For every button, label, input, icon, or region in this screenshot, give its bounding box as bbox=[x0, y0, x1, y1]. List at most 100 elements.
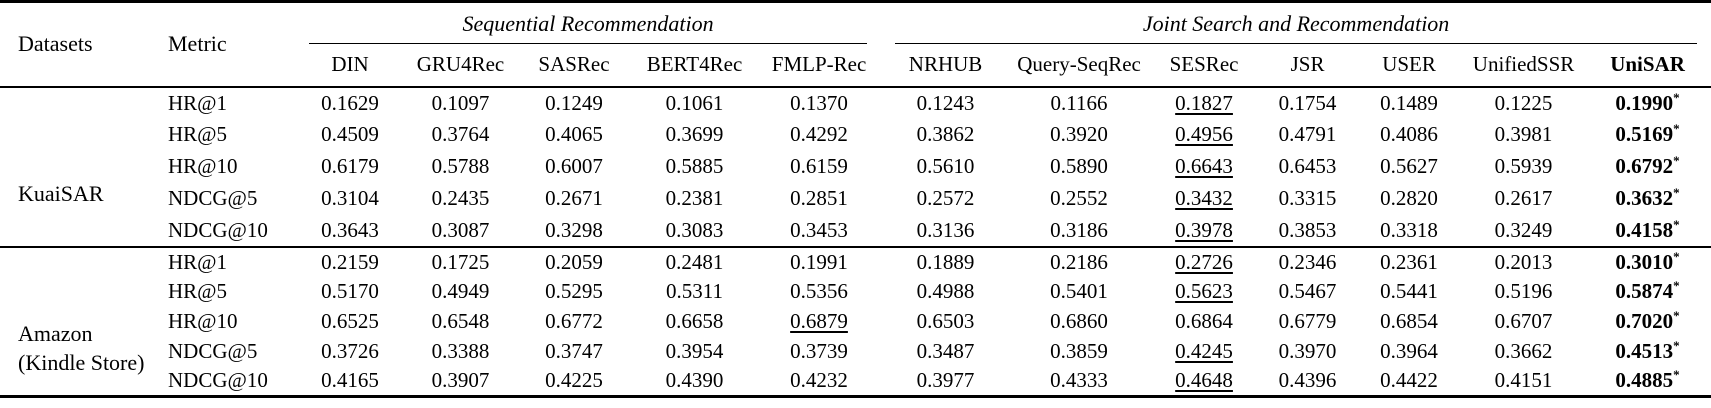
value-cell: 0.4885* bbox=[1615, 367, 1680, 393]
value-cell: 0.2481 bbox=[665, 249, 724, 274]
model-header-din: DIN bbox=[331, 51, 369, 76]
data-row-kuaisar-hr-10: HR@10 0.6179 0.5788 0.6007 0.5885 0.6159 0.561… bbox=[0, 151, 1711, 183]
value-cell: 0.6779 bbox=[1278, 309, 1337, 333]
value-cell: 0.6854 bbox=[1380, 309, 1438, 333]
model-header-nrhub: NRHUB bbox=[908, 51, 983, 76]
data-row-kuaisar-ndcg-5: NDCG@5 0.3104 0.2435 0.2671 0.2381 0.2851 0.25… bbox=[0, 183, 1711, 215]
value-cell: 0.3249 bbox=[1494, 217, 1553, 242]
significance-star: * bbox=[1673, 278, 1680, 293]
value-cell: 0.4509 bbox=[321, 122, 379, 146]
metric-label: HR@1 bbox=[168, 90, 228, 115]
value-cell: 0.4232 bbox=[790, 368, 848, 393]
value-cell: 0.3853 bbox=[1278, 217, 1337, 242]
value-cell: 0.3136 bbox=[916, 217, 975, 242]
value-cell: 0.7020* bbox=[1615, 308, 1680, 333]
model-header-jsr: JSR bbox=[1290, 51, 1325, 76]
value-cell: 0.3643 bbox=[321, 217, 379, 242]
value-cell: 0.5610 bbox=[916, 154, 975, 178]
model-header-query-seqrec: Query-SeqRec bbox=[1017, 51, 1141, 76]
model-header-sasrec: SASRec bbox=[538, 51, 610, 76]
model-header-unisar: UniSAR bbox=[1610, 51, 1685, 76]
value-cell: 0.6864 bbox=[1175, 309, 1233, 333]
value-cell: 0.3453 bbox=[790, 217, 848, 242]
value-cell: 0.6548 bbox=[431, 309, 490, 333]
value-cell: 0.3862 bbox=[916, 122, 975, 146]
value-cell: 0.6007 bbox=[545, 154, 603, 178]
value-cell: 0.5627 bbox=[1380, 154, 1438, 178]
value-cell: 0.4333 bbox=[1050, 368, 1108, 393]
section-amazon-kindle-store: Amazon (Kindle Store) HR@1 0.2159 0.1725 0.2… bbox=[0, 246, 1711, 397]
value-cell: 0.4988 bbox=[916, 279, 975, 303]
significance-star: * bbox=[1673, 121, 1680, 136]
value-cell: 0.2617 bbox=[1494, 186, 1553, 210]
data-row-amazon-kindle-store-hr-10: HR@10 0.6525 0.6548 0.6772 0.6658 0.6879 0.650… bbox=[0, 307, 1711, 337]
value-cell: 0.2013 bbox=[1494, 249, 1553, 274]
value-cell: 0.3954 bbox=[665, 339, 724, 363]
value-cell: 0.2059 bbox=[545, 249, 603, 274]
value-cell: 0.2361 bbox=[1380, 249, 1438, 274]
data-row-amazon-kindle-store-ndcg-5: NDCG@5 0.3726 0.3388 0.3747 0.3954 0.3739 0.34… bbox=[0, 337, 1711, 367]
value-cell: 0.6525 bbox=[321, 309, 379, 333]
section-kuaisar: KuaiSAR HR@1 0.1629 0.1097 0.1249 0.1061 0.137… bbox=[0, 86, 1711, 247]
significance-star: * bbox=[1673, 185, 1680, 200]
value-cell: 0.4422 bbox=[1380, 368, 1438, 393]
value-cell: 0.5788 bbox=[431, 154, 490, 178]
value-cell: 0.5169* bbox=[1615, 121, 1680, 146]
metric-label: NDCG@5 bbox=[168, 186, 258, 210]
value-cell: 0.1889 bbox=[916, 249, 975, 274]
value-cell: 0.4791 bbox=[1278, 122, 1337, 146]
group-label-joint-search-and-recommendation: Joint Search and Recommendation bbox=[895, 3, 1698, 44]
data-row-amazon-kindle-store-hr-5: HR@5 0.5170 0.4949 0.5295 0.5311 0.5356 0.4988… bbox=[0, 277, 1711, 307]
value-cell: 0.4086 bbox=[1380, 122, 1438, 146]
value-cell: 0.3388 bbox=[431, 339, 490, 363]
value-cell: 0.1754 bbox=[1278, 90, 1337, 115]
datasets-column-header: Datasets bbox=[18, 31, 93, 57]
value-cell: 0.4396 bbox=[1278, 368, 1337, 393]
dataset-label-amazon-kindle-store: Amazon (Kindle Store) bbox=[18, 321, 145, 375]
value-cell: 0.4158* bbox=[1615, 216, 1680, 242]
value-cell: 0.3739 bbox=[790, 339, 848, 363]
value-cell: 0.3981 bbox=[1494, 122, 1553, 146]
value-cell: 0.4956 bbox=[1175, 122, 1233, 146]
dataset-label-kuaisar: KuaiSAR bbox=[18, 180, 104, 206]
value-cell: 0.6658 bbox=[665, 309, 724, 333]
value-cell: 0.1990* bbox=[1615, 89, 1680, 115]
value-cell: 0.5311 bbox=[666, 279, 723, 303]
metric-label: NDCG@10 bbox=[168, 217, 268, 242]
value-cell: 0.4292 bbox=[790, 122, 848, 146]
metric-label: HR@10 bbox=[168, 309, 238, 333]
value-cell: 0.3318 bbox=[1380, 217, 1438, 242]
model-header-bert4rec: BERT4Rec bbox=[646, 51, 743, 76]
value-cell: 0.6179 bbox=[321, 154, 379, 178]
data-row-kuaisar-hr-1: KuaiSAR HR@1 0.1629 0.1097 0.1249 0.1061 0.137… bbox=[0, 87, 1711, 205]
value-cell: 0.4245 bbox=[1175, 339, 1233, 363]
significance-star: * bbox=[1673, 216, 1680, 232]
value-cell: 0.3907 bbox=[431, 368, 490, 393]
value-cell: 0.5295 bbox=[545, 279, 603, 303]
value-cell: 0.4065 bbox=[545, 122, 603, 146]
value-cell: 0.2552 bbox=[1050, 186, 1108, 210]
value-cell: 0.2820 bbox=[1380, 186, 1438, 210]
value-cell: 0.3432 bbox=[1175, 186, 1233, 210]
value-cell: 0.3764 bbox=[431, 122, 490, 146]
value-cell: 0.2726 bbox=[1175, 249, 1233, 274]
value-cell: 0.1166 bbox=[1050, 90, 1108, 115]
value-cell: 0.5467 bbox=[1278, 279, 1337, 303]
table-header: Datasets Metric Sequential Recommendatio… bbox=[0, 2, 1711, 87]
value-cell: 0.1991 bbox=[790, 249, 848, 274]
data-row-amazon-kindle-store-hr-1: Amazon (Kindle Store) HR@1 0.2159 0.1725 0.2… bbox=[0, 247, 1711, 374]
value-cell: 0.3920 bbox=[1050, 122, 1108, 146]
value-cell: 0.4390 bbox=[665, 368, 724, 393]
value-cell: 0.3970 bbox=[1278, 339, 1337, 363]
value-cell: 0.3087 bbox=[431, 217, 490, 242]
value-cell: 0.5939 bbox=[1494, 154, 1553, 178]
value-cell: 0.4513* bbox=[1615, 338, 1680, 363]
model-header-unifiedssr: UnifiedSSR bbox=[1472, 51, 1575, 76]
significance-star: * bbox=[1673, 308, 1680, 323]
value-cell: 0.3977 bbox=[916, 368, 975, 393]
value-cell: 0.3487 bbox=[916, 339, 975, 363]
value-cell: 0.5623 bbox=[1175, 279, 1233, 303]
value-cell: 0.3964 bbox=[1380, 339, 1438, 363]
value-cell: 0.3010* bbox=[1615, 248, 1680, 274]
value-cell: 0.5441 bbox=[1380, 279, 1438, 303]
